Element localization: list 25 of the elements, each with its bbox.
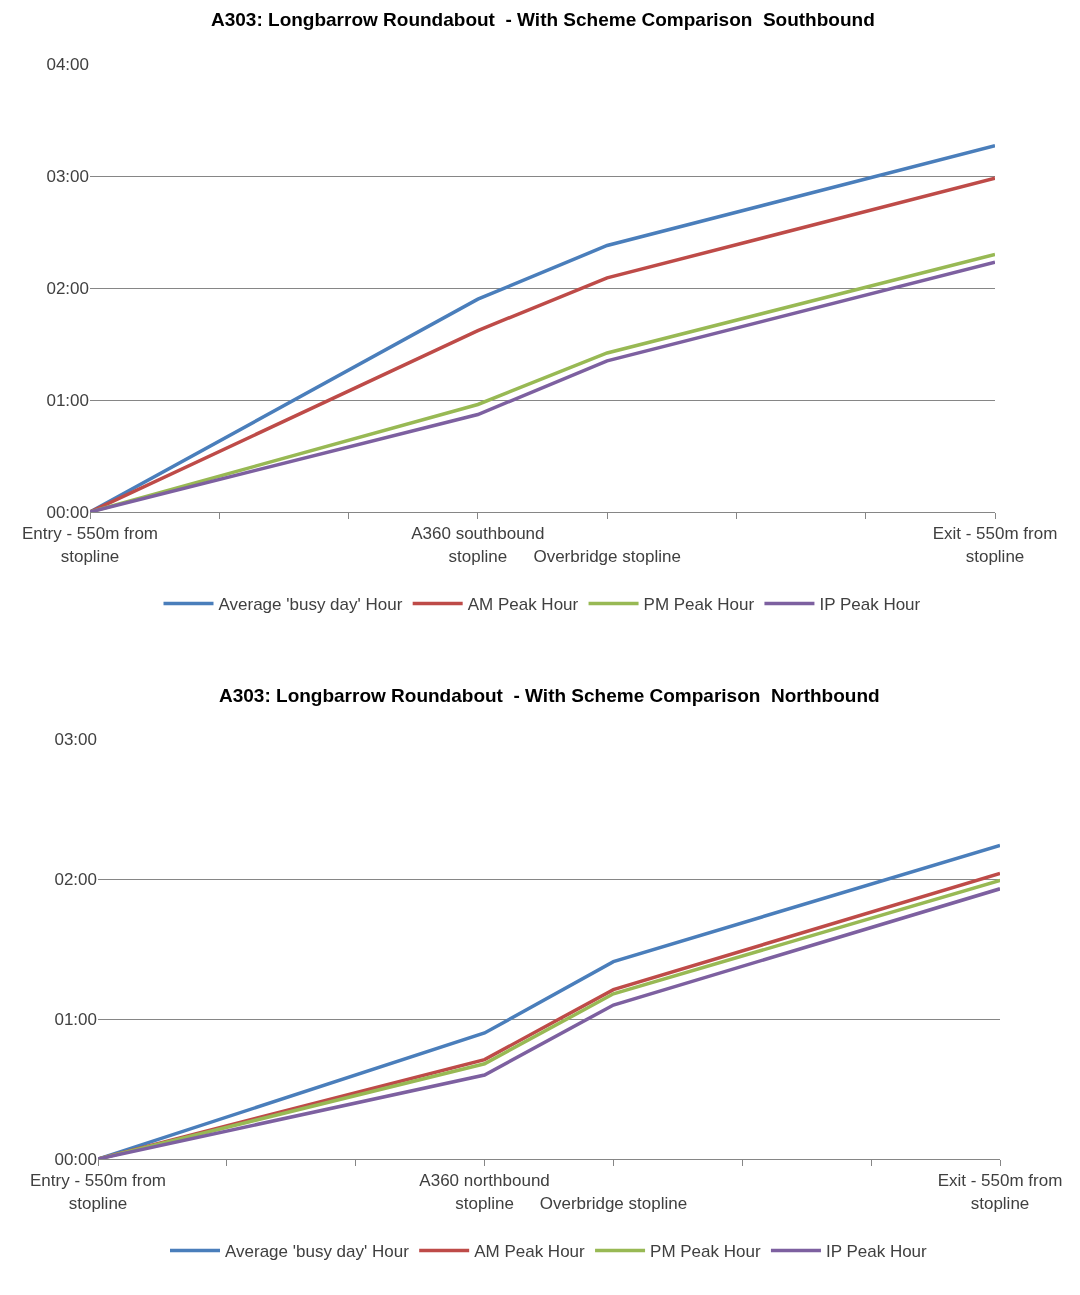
legend-label: Average 'busy day' Hour — [225, 1242, 410, 1262]
legend-label: PM Peak Hour — [643, 595, 755, 615]
legend-label: IP Peak Hour — [825, 1242, 928, 1262]
x-tick-label: Overbridge stopline — [533, 546, 681, 566]
legend-label: AM Peak Hour — [467, 595, 579, 615]
y-tick-label: 03:00 — [54, 729, 97, 749]
x-tick-label: Entry - 550m from stopline — [29, 1171, 167, 1213]
chart-title: A303: Longbarrow Roundabout - With Scheme Comparison Southbound — [211, 9, 875, 30]
chart-title: A303: Longbarrow Roundabout - With Scheme Comparison Northbound — [219, 685, 880, 706]
x-tick-label: Entry - 550m from stopline — [21, 524, 159, 566]
y-tick-label: 00:00 — [46, 502, 89, 522]
y-tick-label: 01:00 — [46, 390, 89, 410]
y-tick-label: 02:00 — [46, 278, 89, 298]
x-tick-label: Exit - 550m from stopline — [932, 524, 1058, 566]
legend-label: AM Peak Hour — [474, 1242, 586, 1262]
y-tick-label: 04:00 — [46, 54, 89, 74]
y-tick-label: 01:00 — [54, 1009, 97, 1029]
x-tick-label: Overbridge stopline — [539, 1193, 688, 1213]
x-tick-label: Exit - 550m from stopline — [937, 1171, 1063, 1213]
legend-label: PM Peak Hour — [650, 1242, 761, 1262]
legend-label: Average 'busy day' Hour — [218, 595, 403, 615]
legend-label: IP Peak Hour — [819, 595, 921, 615]
y-tick-label: 00:00 — [54, 1149, 97, 1169]
y-tick-label: 03:00 — [46, 166, 89, 186]
y-tick-label: 02:00 — [54, 869, 97, 889]
